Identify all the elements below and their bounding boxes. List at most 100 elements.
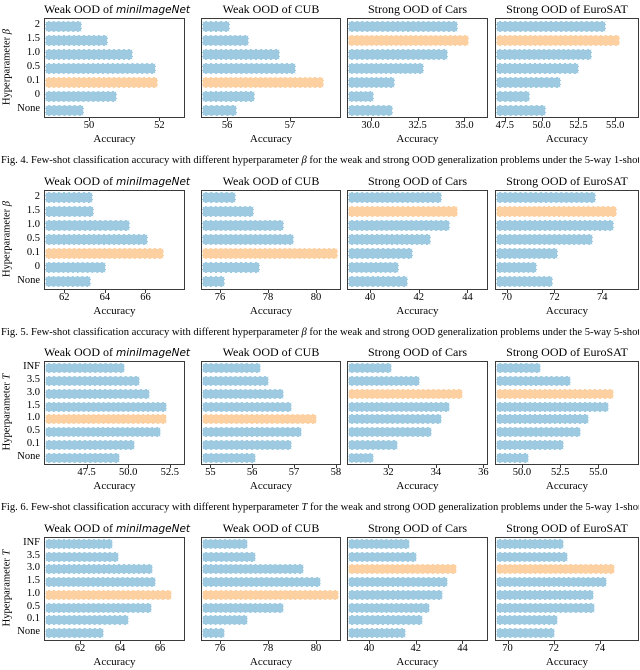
plot-box bbox=[495, 361, 639, 465]
text-fragment: T bbox=[301, 502, 308, 513]
text-fragment: for the weak and strong OOD generalizati… bbox=[306, 155, 639, 166]
bar bbox=[45, 602, 152, 613]
x-tick-mark bbox=[128, 465, 130, 468]
x-tick-mark bbox=[598, 465, 600, 468]
bar bbox=[348, 427, 433, 438]
bar bbox=[348, 262, 400, 273]
bar bbox=[496, 90, 530, 102]
bar bbox=[496, 76, 561, 88]
x-axis-ticks: 40 42 44 bbox=[347, 640, 488, 656]
plot-box bbox=[44, 361, 185, 465]
x-axis-title: Accuracy bbox=[93, 133, 136, 145]
y-tick-label: INF bbox=[23, 361, 40, 373]
bar bbox=[45, 551, 119, 562]
x-tick-mark bbox=[294, 465, 295, 468]
bar bbox=[496, 262, 537, 273]
x-tick-label: 66 bbox=[154, 642, 166, 654]
y-tick-label: 1.5 bbox=[26, 204, 40, 216]
bar bbox=[45, 439, 135, 450]
figure-caption-fig4: Fig. 4. Few-shot classification accuracy… bbox=[1, 155, 639, 168]
bar-highlighted bbox=[496, 206, 617, 217]
text-fragment: β bbox=[301, 326, 307, 338]
bar bbox=[45, 564, 153, 575]
bar bbox=[496, 602, 596, 613]
x-tick-mark bbox=[541, 118, 543, 121]
plot-area bbox=[347, 18, 488, 118]
subplot-title: Strong OOD of Cars bbox=[347, 345, 488, 361]
text-fragment: Strong OOD of EuroSAT bbox=[506, 345, 628, 359]
x-tick-mark bbox=[467, 289, 469, 293]
bar bbox=[496, 220, 615, 231]
bar bbox=[496, 48, 593, 60]
plot-box bbox=[44, 536, 185, 641]
text-fragment: Weak OOD of bbox=[44, 2, 117, 16]
x-tick-mark bbox=[159, 118, 161, 121]
x-tick-label: 56 bbox=[221, 120, 233, 131]
subplot-fig5-1: Weak OOD of miniImageNet 2 1.5 1.0 0.5 0.1 0 No… bbox=[14, 174, 190, 319]
subplot-title: Weak OOD of miniImageNet bbox=[14, 174, 190, 190]
subplot-fig4-1: Weak OOD of miniImageNet 2 1.5 1.0 0.5 0.1 0 No… bbox=[14, 2, 190, 147]
x-tick-mark bbox=[507, 640, 509, 644]
bar bbox=[202, 401, 292, 412]
x-tick-mark bbox=[388, 465, 390, 468]
x-tick-mark bbox=[268, 289, 269, 293]
bar bbox=[45, 577, 156, 588]
y-tick-label: 0.1 bbox=[26, 437, 40, 449]
plot-area: 2 1.5 1.0 0.5 0.1 0 None bbox=[14, 189, 185, 290]
y-tick-label: 3.0 bbox=[26, 386, 40, 398]
subplot-title: Weak OOD of CUB bbox=[201, 521, 341, 537]
bar bbox=[202, 628, 225, 639]
bar bbox=[202, 564, 304, 575]
bar bbox=[202, 551, 256, 562]
x-axis-title: Accuracy bbox=[249, 133, 293, 145]
x-axis-ticks: 62 64 66 bbox=[44, 640, 185, 656]
subplot-fig6-4: Strong OOD of EuroSAT 50.0 52.5 55.0 Accurac… bbox=[495, 345, 639, 494]
y-tick-label: 0.1 bbox=[26, 246, 40, 258]
text-fragment: Hyperparameter bbox=[1, 34, 13, 106]
bar bbox=[348, 589, 443, 600]
plot-area bbox=[201, 361, 341, 465]
bar bbox=[348, 401, 451, 412]
text-fragment: Weak OOD of bbox=[44, 520, 117, 535]
bar bbox=[202, 62, 297, 74]
x-tick-label: 72 bbox=[548, 642, 559, 654]
y-tick-label: 2 bbox=[34, 19, 40, 30]
subplot-title: Strong OOD of EuroSAT bbox=[495, 174, 639, 190]
y-axis-label: Hyperparameter β bbox=[2, 29, 13, 105]
bar bbox=[496, 234, 593, 245]
x-axis-ticks: 47.5 50.0 52.5 55.0 bbox=[495, 118, 639, 133]
plot-box bbox=[201, 536, 341, 641]
x-tick-label: 55.0 bbox=[606, 120, 625, 131]
y-tick-label: 0 bbox=[34, 260, 40, 272]
y-tick-label: None bbox=[17, 450, 40, 462]
y-axis-label: Hyperparameter T bbox=[2, 549, 13, 626]
x-axis-title: Accuracy bbox=[396, 655, 439, 668]
x-tick-mark bbox=[145, 289, 147, 293]
chart-row-fig4: Hyperparameter β Weak OOD of miniImageNet… bbox=[0, 2, 640, 147]
figure-block-fig7: Hyperparameter T Weak OOD of miniImageNet… bbox=[0, 521, 640, 670]
x-tick-mark bbox=[506, 289, 508, 293]
subplot-title: Weak OOD of miniImageNet bbox=[14, 345, 190, 361]
bar bbox=[202, 615, 248, 626]
x-tick-label: 64 bbox=[114, 642, 126, 654]
subplot-fig7-1: Weak OOD of miniImageNet INF 3.5 3.0 1.5 1.0 0… bbox=[14, 520, 190, 670]
bar bbox=[45, 388, 150, 399]
y-tick-label: 1.0 bbox=[26, 412, 40, 424]
subplot-fig7-3: Strong OOD of Cars 40 42 44 Accuracy bbox=[347, 521, 488, 670]
x-axis-ticks: 76 78 80 bbox=[201, 289, 341, 305]
x-tick-label: 80 bbox=[310, 291, 322, 303]
bar bbox=[202, 234, 295, 245]
x-axis-title: Accuracy bbox=[545, 304, 589, 317]
bar bbox=[496, 551, 568, 562]
x-tick-label: 30.0 bbox=[361, 120, 380, 131]
bar bbox=[496, 427, 581, 438]
bar bbox=[348, 376, 421, 387]
subplot-title: Weak OOD of CUB bbox=[201, 174, 341, 190]
subplot-fig4-2: Weak OOD of CUB 56 57 Accuracy bbox=[201, 2, 341, 147]
plot-box bbox=[201, 361, 341, 465]
subplot-fig6-2: Weak OOD of CUB 55 56 57 58 Accuracy bbox=[201, 345, 341, 494]
bar bbox=[202, 206, 254, 217]
x-tick-label: 52.5 bbox=[160, 467, 180, 478]
x-tick-label: 72 bbox=[549, 291, 560, 303]
